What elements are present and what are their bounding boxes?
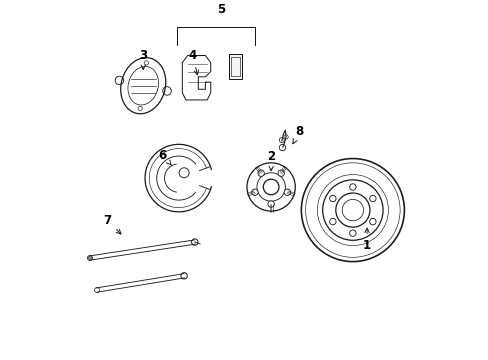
FancyBboxPatch shape: [228, 54, 242, 78]
Text: 5: 5: [217, 4, 225, 17]
Circle shape: [251, 189, 258, 195]
Circle shape: [181, 273, 187, 279]
Circle shape: [191, 239, 198, 245]
Circle shape: [87, 256, 92, 261]
Text: 7: 7: [103, 214, 121, 234]
Text: 2: 2: [266, 150, 275, 171]
Circle shape: [284, 135, 287, 139]
Text: 6: 6: [158, 149, 171, 166]
Text: 1: 1: [362, 228, 370, 252]
Circle shape: [277, 170, 284, 176]
Text: 8: 8: [292, 125, 303, 144]
Circle shape: [94, 288, 100, 293]
Circle shape: [163, 87, 171, 95]
Circle shape: [267, 201, 274, 207]
Text: 4: 4: [188, 49, 198, 75]
Circle shape: [179, 168, 189, 178]
Circle shape: [257, 170, 264, 176]
Text: 3: 3: [139, 49, 147, 69]
Circle shape: [284, 189, 290, 195]
Circle shape: [115, 76, 123, 85]
